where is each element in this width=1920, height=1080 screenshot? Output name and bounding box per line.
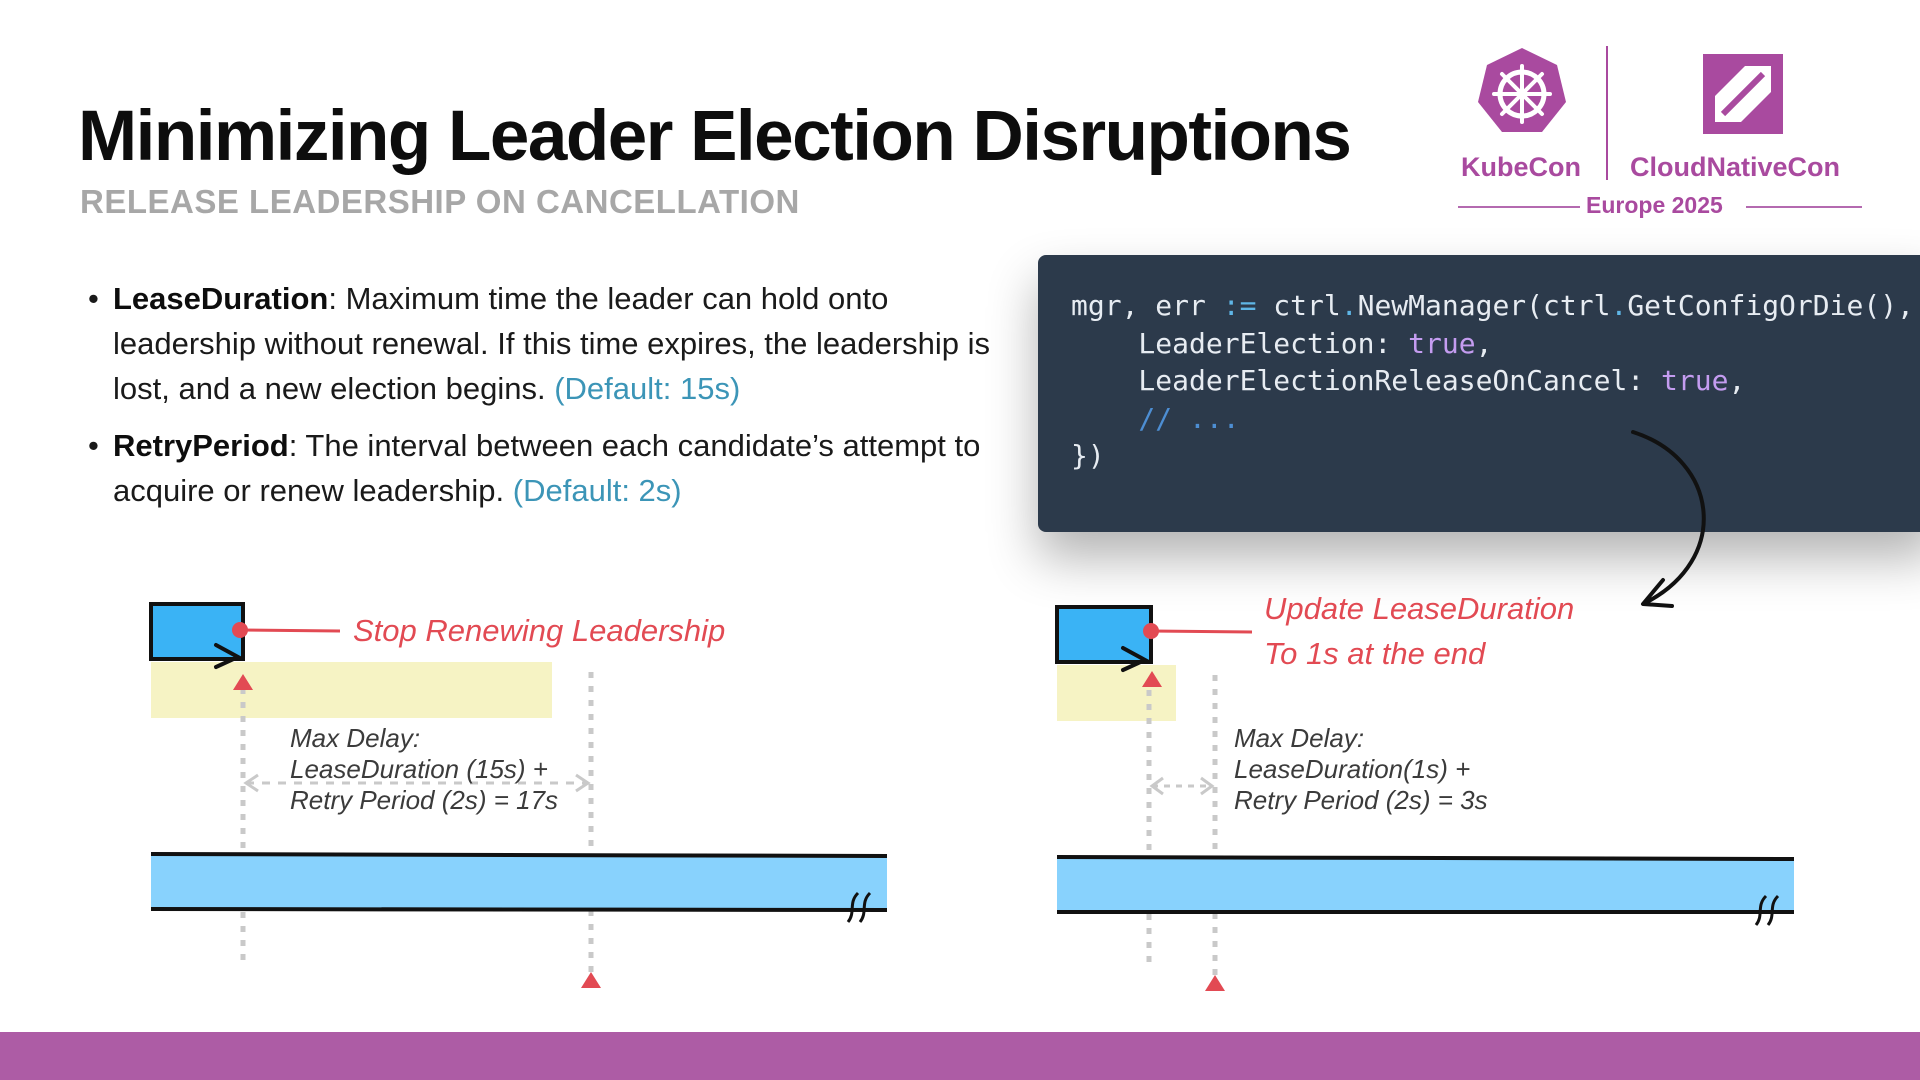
cloudnativecon-label: CloudNativeCon <box>1630 152 1841 182</box>
code-token: mgr, err <box>1071 289 1223 322</box>
delay-line: LeaseDuration(1s) + <box>1234 754 1471 784</box>
footer-bar <box>0 1032 1920 1080</box>
stop-marker-icon <box>232 622 248 638</box>
delay-line: Max Delay: <box>290 723 421 753</box>
update-lease-label-2: To 1s at the end <box>1264 636 1486 671</box>
new-leader-bar <box>151 856 887 909</box>
delay-line: LeaseDuration (15s) + <box>290 754 548 784</box>
break-icon <box>1754 894 1780 926</box>
code-keyword: true <box>1408 326 1476 360</box>
slide-title: Minimizing Leader Election Disruptions <box>78 97 1352 176</box>
code-token: }) <box>1071 439 1105 472</box>
stop-renewing-label: Stop Renewing Leadership <box>353 613 726 648</box>
event-divider-left <box>1458 206 1580 208</box>
kubecon-logo-block: KubeCon CloudNativeCon Europe 2025 <box>1450 40 1870 230</box>
start-triangle-icon <box>233 674 253 690</box>
code-keyword: true <box>1661 364 1729 397</box>
lease-window-bar <box>1057 665 1176 721</box>
bullet-default: (Default: 2s) <box>512 473 682 508</box>
update-marker-icon <box>1143 623 1159 639</box>
code-operator: . <box>1610 289 1628 322</box>
bullet-retry-period: • RetryPeriod: The interval between each … <box>84 423 1014 513</box>
lease-window-bar <box>151 662 552 718</box>
max-delay-label-left: Max Delay: LeaseDuration (15s) + Retry P… <box>290 723 558 816</box>
new-leader-bar <box>1057 859 1794 912</box>
kubecon-label: KubeCon <box>1461 152 1581 182</box>
code-operator: := <box>1222 289 1257 322</box>
code-panel: mgr, err := ctrl.NewManager(ctrl.GetConf… <box>1038 255 1920 532</box>
bullet-term: RetryPeriod <box>113 428 289 463</box>
cncf-square-icon <box>1703 54 1783 134</box>
bullet-text: : Maximum time the leader can hold onto … <box>113 281 991 406</box>
leader-arrow-icon <box>214 643 243 669</box>
event-label: Europe 2025 <box>1586 192 1723 218</box>
max-delay-label-right: Max Delay: LeaseDuration(1s) + Retry Per… <box>1234 723 1488 816</box>
code-token: LeaderElection: <box>1071 326 1409 360</box>
end-triangle-icon <box>581 972 601 988</box>
update-lease-label-1: Update LeaseDuration <box>1264 591 1575 626</box>
code-operator: . <box>1340 289 1358 322</box>
leader-arrow-icon <box>1121 646 1150 672</box>
bullet-default: (Default: 15s) <box>554 371 741 406</box>
code-token: ctrl <box>1256 289 1341 322</box>
start-triangle-icon <box>1142 671 1162 687</box>
kubernetes-helm-heptagon-icon <box>1478 48 1566 132</box>
code-block: mgr, err := ctrl.NewManager(ctrl.GetConf… <box>1038 255 1920 475</box>
logo-divider <box>1606 46 1608 180</box>
code-token: GetConfigOrDie(), <box>1627 289 1914 322</box>
bullet-list: • LeaseDuration: Maximum time the leader … <box>84 276 1014 525</box>
bullet-term: LeaseDuration <box>113 281 329 316</box>
code-comment: // ... <box>1071 401 1240 435</box>
event-divider-right <box>1746 206 1862 208</box>
delay-line: Retry Period (2s) = 17s <box>290 785 559 815</box>
bullet-dot: • <box>88 281 99 316</box>
slide-subtitle: RELEASE LEADERSHIP ON CANCELLATION <box>80 183 800 220</box>
bullet-lease-duration: • LeaseDuration: Maximum time the leader … <box>84 276 1014 411</box>
code-token: , <box>1728 364 1746 397</box>
bullet-text: : The interval between each candidate’s … <box>113 428 981 508</box>
end-triangle-icon <box>1205 975 1225 991</box>
delay-line: Retry Period (2s) = 3s <box>1234 785 1488 815</box>
bullet-dot: • <box>88 428 99 463</box>
delay-line: Max Delay: <box>1234 723 1365 753</box>
break-icon <box>846 891 872 923</box>
code-token: LeaderElectionReleaseOnCancel: <box>1071 364 1662 397</box>
code-token: , <box>1475 326 1493 360</box>
code-token: NewManager(ctrl <box>1357 289 1611 322</box>
